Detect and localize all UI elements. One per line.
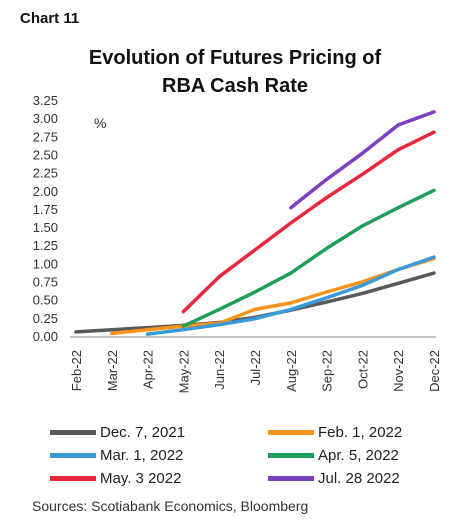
legend-swatch bbox=[50, 453, 96, 458]
legend-swatch bbox=[268, 430, 314, 435]
x-tick-label: Mar-22 bbox=[105, 350, 120, 391]
x-tick-label: Dec-22 bbox=[427, 350, 442, 392]
y-tick-label: 3.00 bbox=[33, 111, 58, 126]
legend-swatch bbox=[50, 476, 96, 481]
series-line bbox=[110, 256, 436, 336]
legend-item: Feb. 1, 2022 bbox=[268, 424, 402, 441]
x-tick-label: Oct-22 bbox=[355, 350, 370, 389]
series-line bbox=[145, 255, 436, 336]
y-tick-label: 0.00 bbox=[33, 329, 58, 344]
y-tick-label: 0.25 bbox=[33, 311, 58, 326]
x-tick-label: Apr-22 bbox=[141, 350, 156, 389]
legend-item: Apr. 5, 2022 bbox=[268, 447, 399, 464]
chart-source: Sources: Scotiabank Economics, Bloomberg bbox=[32, 498, 309, 514]
x-tick-label: Sep-22 bbox=[320, 350, 335, 392]
chart-title-line-1: Evolution of Futures Pricing of bbox=[88, 47, 382, 69]
y-tick-label: 2.00 bbox=[33, 184, 58, 199]
y-tick-label: 1.75 bbox=[33, 202, 58, 217]
legend-label: Feb. 1, 2022 bbox=[318, 424, 403, 441]
legend-label: Jul. 28 2022 bbox=[318, 470, 400, 487]
chart-number-label: Chart 11 bbox=[20, 10, 80, 27]
legend-item: Jul. 28 2022 bbox=[268, 470, 400, 487]
y-unit-label: % bbox=[94, 115, 106, 131]
x-tick-label: Nov-22 bbox=[391, 350, 406, 392]
y-tick-label: 3.25 bbox=[33, 93, 58, 108]
y-tick-label: 0.50 bbox=[33, 293, 58, 308]
y-tick-label: 1.50 bbox=[33, 220, 58, 235]
y-tick-label: 1.25 bbox=[33, 238, 58, 253]
chart-title-line-2: RBA Cash Rate bbox=[162, 75, 308, 97]
y-tick-label: 0.75 bbox=[33, 275, 58, 290]
x-tick-label: Jun-22 bbox=[212, 350, 227, 390]
series-line bbox=[74, 271, 436, 334]
legend-label: Apr. 5, 2022 bbox=[318, 447, 399, 464]
legend-label: Mar. 1, 2022 bbox=[100, 447, 184, 464]
legend-item: Mar. 1, 2022 bbox=[50, 447, 183, 464]
y-tick-label: 2.50 bbox=[33, 147, 58, 162]
x-tick-label: Aug-22 bbox=[284, 350, 299, 392]
legend-item: Dec. 7, 2021 bbox=[50, 424, 185, 441]
x-tick-label: May-22 bbox=[176, 350, 191, 393]
legend-swatch bbox=[268, 453, 314, 458]
legend-swatch bbox=[50, 430, 96, 435]
legend-label: May. 3 2022 bbox=[100, 470, 182, 487]
legend-swatch bbox=[268, 476, 314, 481]
line-chart: 0.00 0.25 0.50 0.75 1.00 1.25 1.50 1.75 2.00 2.25… bbox=[33, 93, 442, 393]
y-tick-label: 1.00 bbox=[33, 256, 58, 271]
series-line bbox=[289, 110, 436, 210]
series-line bbox=[181, 130, 436, 314]
y-tick-label: 2.75 bbox=[33, 129, 58, 144]
x-tick-label: Jul-22 bbox=[248, 350, 263, 385]
legend-label: Dec. 7, 2021 bbox=[100, 424, 186, 441]
x-tick-label: Feb-22 bbox=[69, 350, 84, 391]
legend-item: May. 3 2022 bbox=[50, 470, 181, 487]
series-line bbox=[181, 188, 436, 328]
chart-title: Evolution of Futures Pricing of RBA Cash… bbox=[40, 44, 430, 100]
y-tick-label: 2.25 bbox=[33, 166, 58, 181]
